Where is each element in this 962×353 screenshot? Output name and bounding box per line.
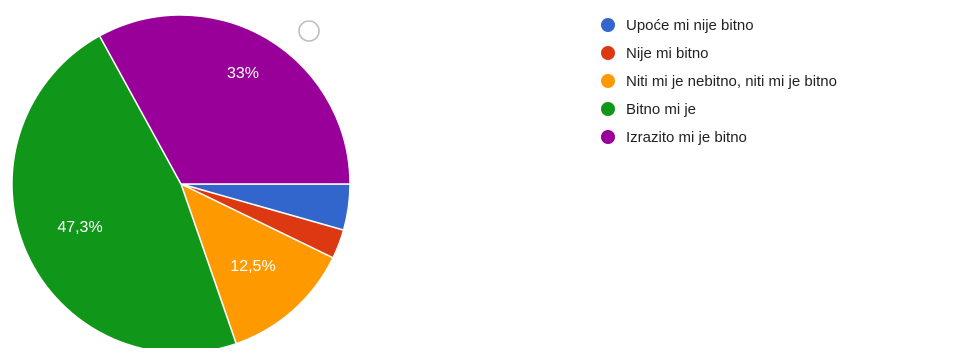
legend-swatch-icon xyxy=(601,74,615,88)
slice-data-label: 12,5% xyxy=(230,258,275,275)
slice-data-label: 47,3% xyxy=(57,219,102,236)
legend-swatch-icon xyxy=(601,18,615,32)
legend-swatch-icon xyxy=(601,102,615,116)
legend-label: Izrazito mi je bitno xyxy=(626,129,747,146)
legend-swatch-icon xyxy=(601,130,615,144)
legend-label: Nije mi bitno xyxy=(626,45,709,62)
radio-circle-icon[interactable] xyxy=(298,20,320,42)
legend: Upoće mi nije bitno Nije mi bitno Niti mi … xyxy=(601,17,837,146)
legend-swatch-icon xyxy=(601,46,615,60)
pie-slice-5[interactable] xyxy=(98,14,351,185)
pie-slices xyxy=(11,14,351,353)
pie-slice-labels: 12,5% 47,3% 33% xyxy=(57,65,275,275)
legend-label: Niti mi je nebitno, niti mi je bitno xyxy=(626,73,837,90)
pie-slice-3[interactable] xyxy=(179,182,335,345)
legend-label: Bitno mi je xyxy=(626,101,696,118)
legend-label: Upoće mi nije bitno xyxy=(626,17,754,34)
slice-data-label: 33% xyxy=(227,65,259,82)
